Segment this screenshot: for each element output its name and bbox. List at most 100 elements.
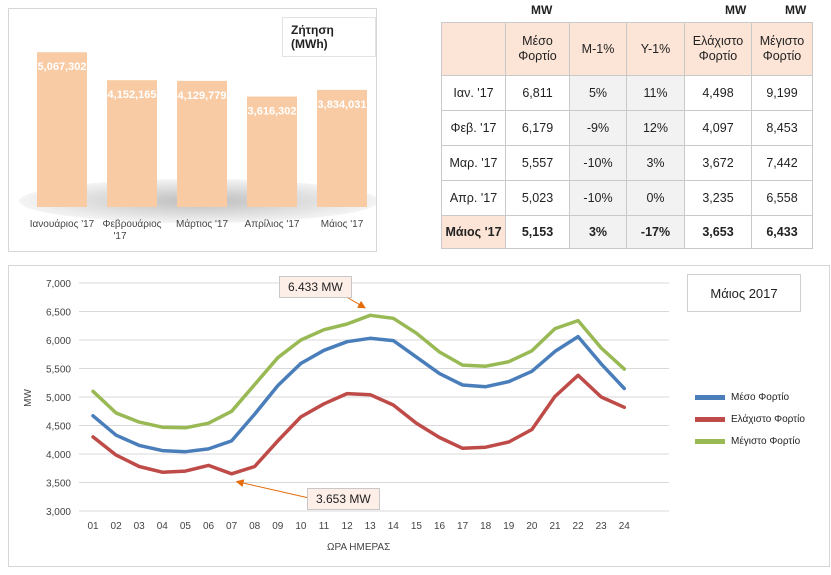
x-tick-label: 03 — [134, 521, 146, 532]
unit-label-min: MW — [725, 3, 747, 17]
table-cell: 9,199 — [751, 75, 813, 111]
bar-chart-title: Ζήτηση (MWh) — [282, 17, 376, 57]
x-tick-label: 09 — [272, 521, 284, 532]
bar-category-label: Μάιος '17 — [321, 218, 364, 230]
x-tick-label: 14 — [388, 521, 400, 532]
y-tick-label: 3,000 — [46, 507, 71, 518]
y-tick-label: 6,500 — [46, 308, 71, 319]
x-tick-label: 22 — [573, 521, 585, 532]
bar-category-label: Μάρτιος '17 — [176, 218, 228, 230]
table-cell: 6,558 — [751, 180, 813, 216]
table-cell: 3,672 — [684, 145, 752, 181]
table-cell: -9% — [569, 110, 627, 146]
line-chart-title: Μάιος 2017 — [687, 274, 801, 312]
legend-swatch-max — [695, 438, 725, 444]
y-axis-title: MW — [23, 389, 34, 407]
x-tick-label: 11 — [319, 521, 330, 532]
header-cell: Ελάχιστο Φορτίο — [684, 22, 752, 76]
table-cell: 5,557 — [505, 145, 570, 181]
x-tick-label: 05 — [180, 521, 192, 532]
x-tick-label: 20 — [526, 521, 538, 532]
bar — [37, 52, 87, 208]
table-cell: 6,179 — [505, 110, 570, 146]
x-axis-title: ΩΡΑ ΗΜΕΡΑΣ — [327, 542, 390, 553]
table-row: Φεβ. '17 6,179 -9% 12% 4,097 8,453 — [441, 110, 813, 146]
unit-label-avg: MW — [531, 3, 553, 17]
y-tick-label: 6,000 — [46, 336, 71, 347]
bar-value-label: 3,616,302 — [248, 106, 297, 118]
table-cell: Απρ. '17 — [441, 180, 506, 216]
table-cell: 3,653 — [684, 215, 752, 249]
x-tick-label: 04 — [157, 521, 169, 532]
table-cell: 0% — [626, 180, 685, 216]
table-cell: 8,453 — [751, 110, 813, 146]
x-tick-label: 18 — [480, 521, 492, 532]
bar-value-label: 5,067,302 — [38, 61, 87, 73]
line-series-min — [91, 373, 627, 476]
table-cell: Φεβ. '17 — [441, 110, 506, 146]
bar-value-label: 3,834,031 — [318, 99, 367, 111]
line-series-avg — [91, 334, 627, 454]
min-callout: 3.653 MW — [307, 488, 380, 510]
x-tick-label: 21 — [549, 521, 561, 532]
x-tick-label: 24 — [619, 521, 631, 532]
header-cell: Μ-1% — [569, 22, 627, 76]
bar — [317, 89, 367, 207]
min-callout-arrow — [235, 479, 310, 499]
bar — [247, 96, 297, 207]
table-cell: 3% — [569, 215, 627, 249]
x-tick-label: 10 — [295, 521, 307, 532]
max-callout: 6.433 MW — [279, 276, 352, 298]
x-tick-label: 12 — [342, 521, 354, 532]
table-cell: 6,811 — [505, 75, 570, 111]
x-tick-label: 16 — [434, 521, 446, 532]
demand-bar-chart: 5,067,302 Ιανουάριος '17 4,152,165 Φεβρουάρ… — [8, 8, 377, 252]
bar-category-label: Φεβρουάριος '17 — [103, 218, 162, 242]
bar-value-label: 4,152,165 — [108, 89, 157, 101]
y-tick-label: 7,000 — [46, 279, 71, 290]
legend-item: Μέγιστο Φορτίο — [695, 430, 805, 452]
legend-swatch-min — [695, 416, 725, 422]
table-cell: -17% — [626, 215, 685, 249]
table-row-current-month: Μάιος '17 5,153 3% -17% 3,653 6,433 — [441, 215, 813, 249]
header-cell — [441, 22, 506, 76]
x-tick-label: 19 — [503, 521, 515, 532]
table-cell: Μάιος '17 — [441, 215, 506, 249]
x-tick-label: 08 — [249, 521, 261, 532]
table-cell: 11% — [626, 75, 685, 111]
bar-value-label: 4,129,779 — [178, 90, 227, 102]
x-tick-label: 01 — [87, 521, 99, 532]
table-cell: Ιαν. '17 — [441, 75, 506, 111]
header-cell: Μέσο Φορτίο — [505, 22, 570, 76]
y-tick-label: 5,500 — [46, 365, 71, 376]
table-cell: 4,498 — [684, 75, 752, 111]
bar-category-label: Απρίλιος '17 — [245, 218, 300, 230]
hourly-load-line-chart: 3,000 3,500 4,000 4,500 5,000 5,500 6,000 6,500… — [8, 265, 830, 567]
legend-label: Μέσο Φορτίο — [731, 391, 790, 403]
table-cell: 7,442 — [751, 145, 813, 181]
table-row: Μαρ. '17 5,557 -10% 3% 3,672 7,442 — [441, 145, 813, 181]
legend-swatch-avg — [695, 394, 725, 400]
table-row: Ιαν. '17 6,811 5% 11% 4,498 9,199 — [441, 75, 813, 111]
table-unit-row: MW MW MW — [441, 0, 828, 22]
x-tick-label: 23 — [596, 521, 608, 532]
x-tick-label: 06 — [203, 521, 215, 532]
unit-label-max: MW — [785, 3, 807, 17]
legend-item: Ελάχιστο Φορτίο — [695, 408, 805, 430]
table-cell: 5,153 — [505, 215, 570, 249]
table-cell: 6,433 — [751, 215, 813, 249]
legend-label: Ελάχιστο Φορτίο — [731, 413, 805, 425]
table-header-row: Μέσο Φορτίο Μ-1% Υ-1% Ελάχιστο Φορτίο Μέ… — [441, 22, 813, 76]
legend-item: Μέσο Φορτίο — [695, 386, 805, 408]
bar — [107, 80, 157, 207]
line-legend: Μέσο Φορτίο Ελάχιστο Φορτίο Μέγιστο Φορτ… — [695, 386, 805, 452]
table-cell: 5,023 — [505, 180, 570, 216]
table-cell: -10% — [569, 180, 627, 216]
table-cell: 5% — [569, 75, 627, 111]
table-row: Απρ. '17 5,023 -10% 0% 3,235 6,558 — [441, 180, 813, 216]
table-cell: -10% — [569, 145, 627, 181]
bar-category-label: Ιανουάριος '17 — [30, 218, 95, 230]
y-tick-label: 5,000 — [46, 393, 71, 404]
y-tick-label: 4,000 — [46, 450, 71, 461]
x-tick-label: 13 — [365, 521, 377, 532]
